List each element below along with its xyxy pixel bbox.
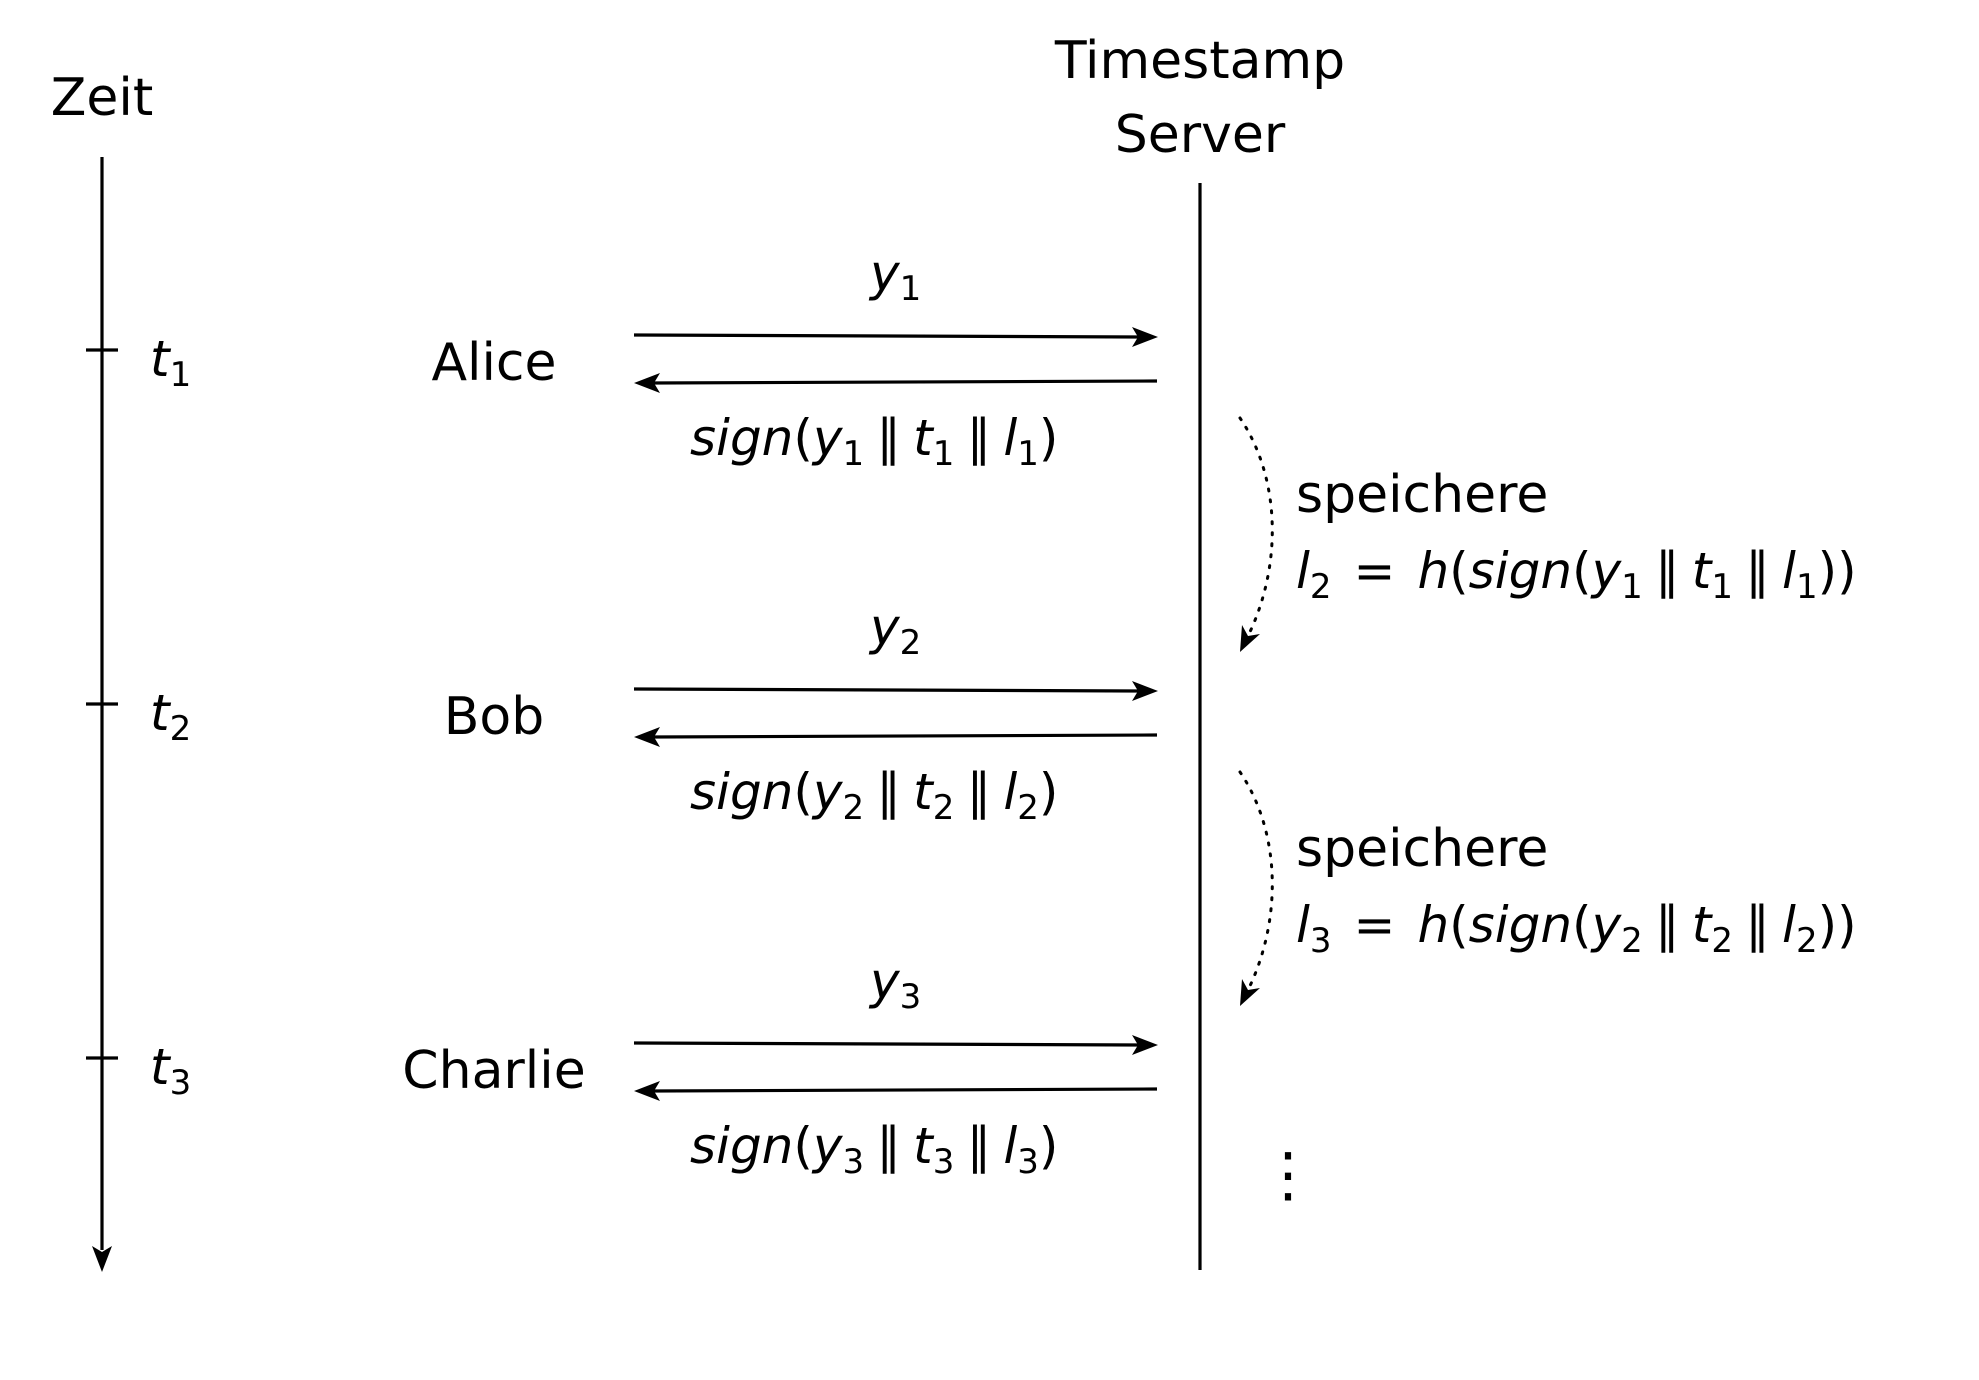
- response-arrowhead-3: [634, 1081, 660, 1101]
- continuation-ellipsis: ⋮: [1258, 1140, 1318, 1210]
- server-label-line1: Timestamp: [1054, 31, 1345, 91]
- request-arrowhead-3: [1132, 1035, 1158, 1055]
- store-arrow-1: [1238, 416, 1274, 642]
- response-arrow-2: [650, 733, 1158, 739]
- store-verb-1: speichere: [1296, 465, 1548, 525]
- time-tick-label-3: t3: [150, 1038, 191, 1103]
- party-bob: Bob: [444, 687, 545, 747]
- request-label-2: y2: [868, 598, 921, 663]
- request-label-1: y1: [868, 244, 921, 309]
- time-tick-label-2: t2: [150, 684, 191, 749]
- response-arrow-1: [650, 379, 1158, 385]
- response-label-1: sign(y1 ∥ t1 ∥ l1): [690, 409, 1058, 474]
- time-tick-label-1: t1: [150, 330, 191, 395]
- request-label-3: y3: [868, 952, 921, 1017]
- party-charlie: Charlie: [402, 1041, 585, 1101]
- request-arrow-3: [633, 1041, 1141, 1047]
- response-arrowhead-1: [634, 373, 660, 393]
- request-arrow-1: [633, 333, 1141, 339]
- store-formula-2: l3 = h(sign(y2 ∥ t2 ∥ l2)): [1296, 896, 1857, 961]
- time-axis-label: Zeit: [51, 68, 153, 128]
- server-label-line2: Server: [1115, 105, 1286, 165]
- time-axis-arrowhead: [92, 1246, 112, 1272]
- party-alice: Alice: [431, 333, 556, 393]
- response-arrowhead-2: [634, 727, 660, 747]
- store-arrowhead-2: [1240, 979, 1260, 1006]
- response-label-3: sign(y3 ∥ t3 ∥ l3): [690, 1117, 1058, 1182]
- store-arrow-2: [1238, 770, 1274, 996]
- request-arrowhead-2: [1132, 681, 1158, 701]
- request-arrowhead-1: [1132, 327, 1158, 347]
- store-arrowhead-1: [1240, 625, 1260, 652]
- store-verb-2: speichere: [1296, 819, 1548, 879]
- response-label-2: sign(y2 ∥ t2 ∥ l2): [690, 763, 1058, 828]
- request-arrow-2: [633, 687, 1141, 693]
- response-arrow-3: [650, 1087, 1158, 1093]
- store-formula-1: l2 = h(sign(y1 ∥ t1 ∥ l1)): [1296, 542, 1857, 607]
